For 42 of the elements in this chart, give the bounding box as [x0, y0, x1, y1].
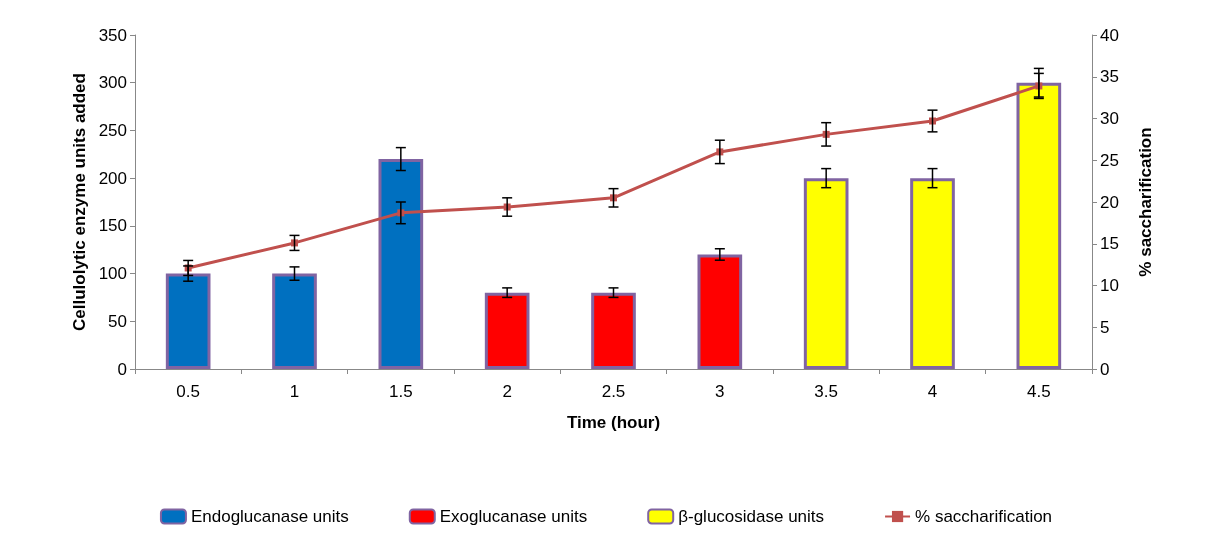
- bar: [272, 273, 317, 369]
- x-tick-label: 4.5: [1027, 382, 1051, 401]
- y-tick-label: 50: [108, 311, 127, 331]
- x-tick-label: 3.5: [814, 382, 838, 401]
- y2-tick-label: 15: [1100, 234, 1119, 254]
- x-tick-label: 2.5: [601, 382, 626, 401]
- y-tick-label: 0: [117, 359, 127, 379]
- bar: [484, 292, 530, 369]
- y2-tick-label: 35: [1100, 67, 1119, 87]
- y-tick-label: 250: [98, 120, 127, 140]
- y-tick-label: 100: [98, 264, 127, 284]
- y2-tick-label: 5: [1100, 317, 1110, 337]
- x-tick-label: 2: [502, 382, 512, 401]
- x-tick-label: 3: [715, 382, 725, 401]
- y2-tick-label: 0: [1100, 359, 1110, 379]
- x-tick-label: 4: [927, 382, 938, 401]
- legend-label: % saccharification: [915, 507, 1053, 526]
- y2-tick-label: 25: [1100, 150, 1119, 170]
- bar: [910, 178, 955, 369]
- y2-axis-title: % saccharification: [1136, 127, 1155, 277]
- x-tick-label: 1.5: [389, 382, 413, 401]
- x-tick-label: 0.5: [176, 382, 200, 401]
- y-tick-label: 350: [98, 25, 127, 45]
- y2-tick-label: 20: [1100, 192, 1119, 212]
- bar: [378, 159, 424, 369]
- legend-label: Exoglucanase units: [439, 507, 588, 526]
- y2-tick-label: 40: [1100, 25, 1119, 45]
- x-axis-title: Time (hour): [566, 413, 661, 432]
- legend-label: Endoglucanase units: [190, 507, 349, 526]
- x-tick-label: 1: [289, 382, 300, 401]
- bar: [697, 254, 743, 369]
- bar: [591, 292, 636, 369]
- legend-label: β-glucosidase units: [678, 507, 825, 526]
- bar: [165, 273, 211, 369]
- y-tick-label: 200: [98, 168, 127, 188]
- y-axis-title: Cellulolytic enzyme units added: [69, 73, 89, 331]
- y2-tick-label: 30: [1100, 109, 1119, 128]
- bar: [803, 178, 849, 369]
- y-tick-label: 150: [98, 216, 127, 236]
- y2-tick-label: 10: [1100, 276, 1119, 295]
- bar: [1016, 82, 1062, 369]
- y-tick-label: 300: [98, 73, 127, 93]
